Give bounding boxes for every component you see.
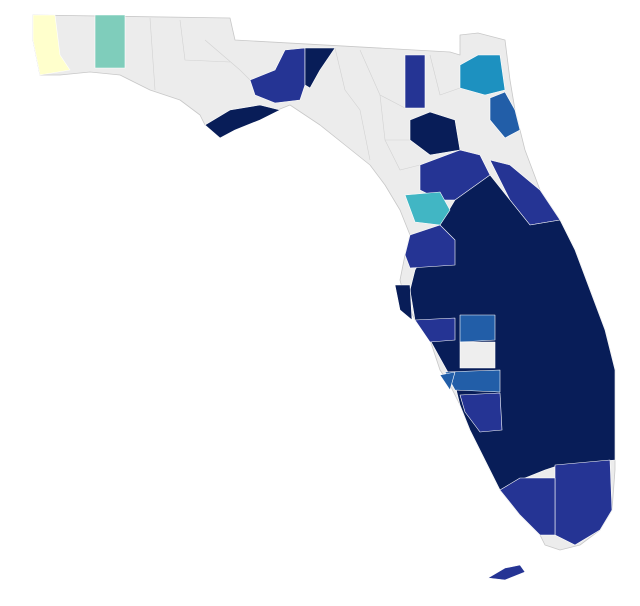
county-border (149, 17, 156, 91)
county (554, 459, 613, 546)
county-border (384, 139, 421, 171)
county (394, 284, 413, 321)
county (459, 341, 496, 369)
county (414, 317, 456, 343)
county (204, 104, 281, 139)
county (404, 224, 456, 269)
county-border (204, 39, 251, 81)
county-borders (149, 17, 461, 171)
county-border (334, 47, 371, 161)
county (499, 477, 556, 536)
county (304, 47, 336, 89)
county (439, 371, 456, 391)
county (489, 91, 521, 139)
county-border (179, 19, 231, 63)
county (404, 191, 451, 226)
counties (32, 14, 616, 581)
county (94, 14, 126, 69)
county (459, 314, 496, 343)
county (404, 54, 426, 109)
county-border (429, 54, 461, 96)
county (459, 54, 506, 96)
county (32, 14, 71, 76)
county (459, 392, 503, 433)
county (409, 174, 616, 491)
county (487, 564, 526, 581)
